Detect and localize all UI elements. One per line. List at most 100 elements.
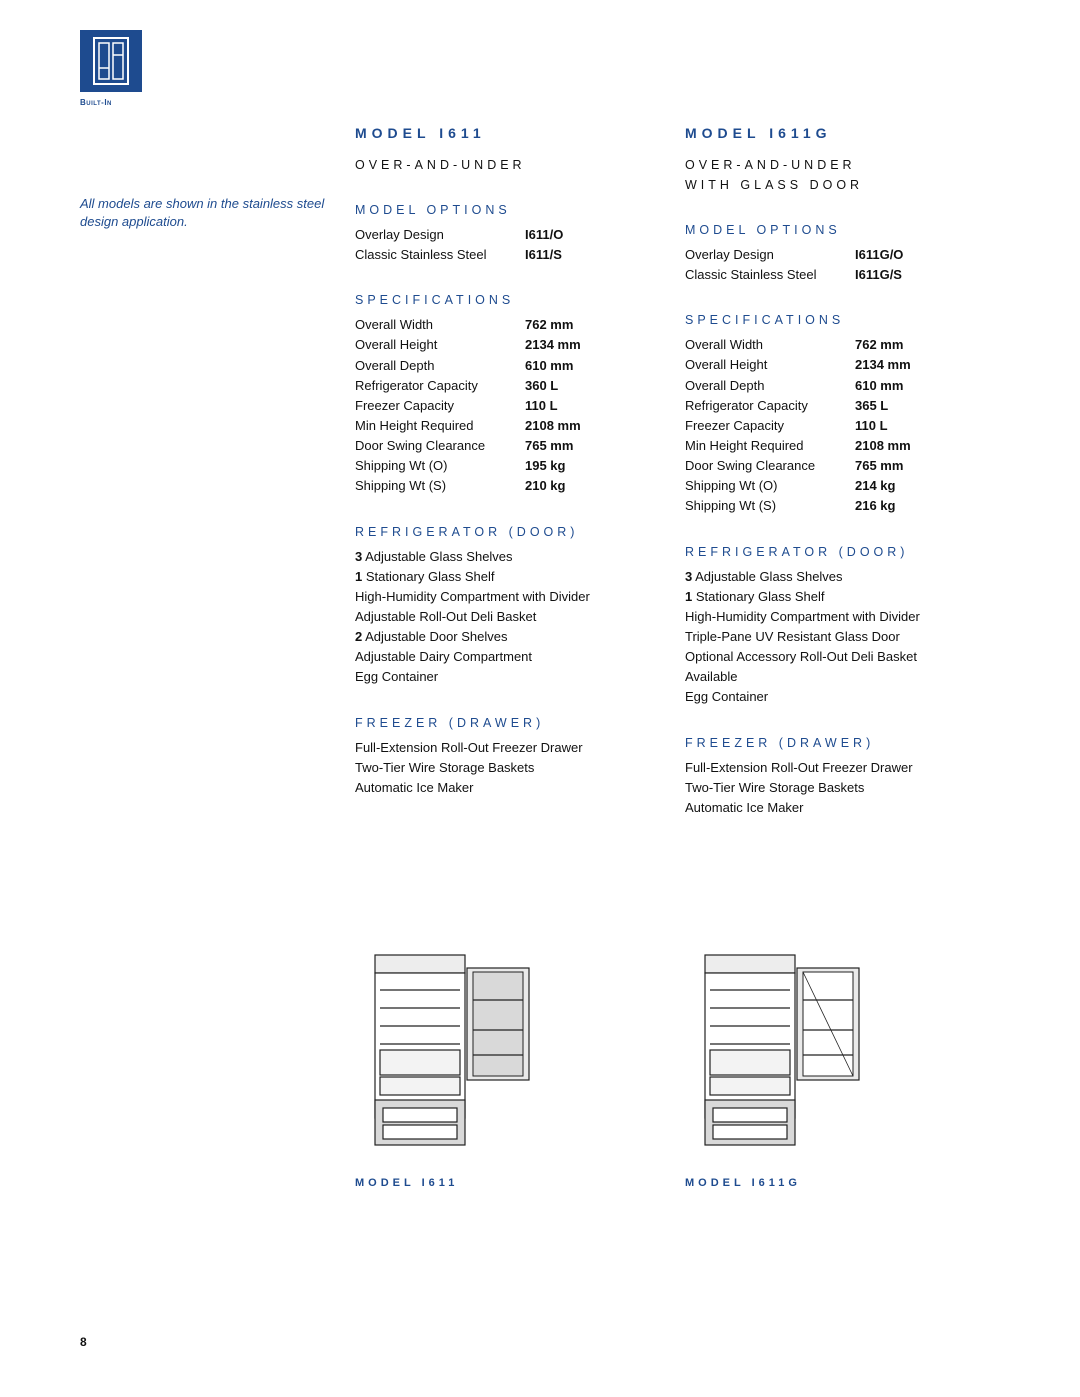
spec-row: Shipping Wt (S)210 kg bbox=[355, 476, 635, 496]
feature-item: High-Humidity Compartment with Divider bbox=[685, 607, 965, 627]
page: Built-In All models are shown in the sta… bbox=[0, 0, 1080, 1397]
spec-row: Shipping Wt (O)214 kg bbox=[685, 476, 965, 496]
feature-item: Triple-Pane UV Resistant Glass Door bbox=[685, 627, 965, 647]
option-value: I611/S bbox=[525, 245, 562, 265]
illustrations-row: MODEL I611 MODEL I611G bbox=[355, 950, 965, 1189]
feature-item: Adjustable Dairy Compartment bbox=[355, 647, 635, 667]
option-value: I611/O bbox=[525, 225, 563, 245]
feature-item: Full-Extension Roll-Out Freezer Drawer bbox=[685, 758, 965, 778]
spec-label: Freezer Capacity bbox=[355, 396, 525, 416]
spec-value: 762 mm bbox=[855, 335, 903, 355]
spec-label: Overall Depth bbox=[355, 356, 525, 376]
spec-label: Shipping Wt (O) bbox=[685, 476, 855, 496]
spec-row: Refrigerator Capacity360 L bbox=[355, 376, 635, 396]
feature-item: Two-Tier Wire Storage Baskets bbox=[685, 778, 965, 798]
spec-row: Overall Width762 mm bbox=[355, 315, 635, 335]
spec-label: Overall Depth bbox=[685, 376, 855, 396]
spec-row: Refrigerator Capacity365 L bbox=[685, 396, 965, 416]
feature-item: Automatic Ice Maker bbox=[685, 798, 965, 818]
spec-value: 2108 mm bbox=[525, 416, 581, 436]
spec-row: Shipping Wt (O)195 kg bbox=[355, 456, 635, 476]
spec-row: Freezer Capacity110 L bbox=[355, 396, 635, 416]
spec-value: 110 L bbox=[855, 416, 888, 436]
feature-item: Automatic Ice Maker bbox=[355, 778, 635, 798]
spec-columns: MODEL I611 OVER-AND-UNDER MODEL OPTIONS Ove… bbox=[355, 125, 965, 818]
option-label: Overlay Design bbox=[355, 225, 525, 245]
spec-value: 365 L bbox=[855, 396, 888, 416]
section-head-fridge: REFRIGERATOR (DOOR) bbox=[685, 545, 965, 559]
option-row: Overlay DesignI611G/O bbox=[685, 245, 965, 265]
spec-label: Refrigerator Capacity bbox=[355, 376, 525, 396]
spec-label: Door Swing Clearance bbox=[685, 456, 855, 476]
feature-item: Adjustable Roll-Out Deli Basket bbox=[355, 607, 635, 627]
illustration: MODEL I611 bbox=[355, 950, 635, 1189]
option-label: Overlay Design bbox=[685, 245, 855, 265]
spec-value: 762 mm bbox=[525, 315, 573, 335]
spec-label: Overall Width bbox=[685, 335, 855, 355]
spec-value: 2134 mm bbox=[525, 335, 581, 355]
fridge-list: 3 Adjustable Glass Shelves1 Stationary G… bbox=[355, 547, 635, 688]
spec-label: Freezer Capacity bbox=[685, 416, 855, 436]
spec-label: Overall Height bbox=[355, 335, 525, 355]
freezer-list: Full-Extension Roll-Out Freezer DrawerTw… bbox=[685, 758, 965, 818]
spec-value: 214 kg bbox=[855, 476, 895, 496]
freezer-list: Full-Extension Roll-Out Freezer DrawerTw… bbox=[355, 738, 635, 798]
option-row: Overlay DesignI611/O bbox=[355, 225, 635, 245]
spec-row: Shipping Wt (S)216 kg bbox=[685, 496, 965, 516]
logo-label: Built-In bbox=[80, 98, 1010, 107]
spec-row: Freezer Capacity110 L bbox=[685, 416, 965, 436]
spec-row: Overall Depth610 mm bbox=[685, 376, 965, 396]
spec-row: Overall Height2134 mm bbox=[685, 355, 965, 375]
feature-item: Two-Tier Wire Storage Baskets bbox=[355, 758, 635, 778]
spec-column: MODEL I611 OVER-AND-UNDER MODEL OPTIONS Ove… bbox=[355, 125, 635, 818]
spec-row: Door Swing Clearance765 mm bbox=[355, 436, 635, 456]
option-label: Classic Stainless Steel bbox=[685, 265, 855, 285]
spec-row: Door Swing Clearance765 mm bbox=[685, 456, 965, 476]
spec-value: 210 kg bbox=[525, 476, 565, 496]
feature-item: High-Humidity Compartment with Divider bbox=[355, 587, 635, 607]
spec-value: 360 L bbox=[525, 376, 558, 396]
model-subtitle: OVER-AND-UNDERWITH GLASS DOOR bbox=[685, 155, 965, 195]
spec-label: Refrigerator Capacity bbox=[685, 396, 855, 416]
spec-value: 765 mm bbox=[525, 436, 573, 456]
feature-item: Egg Container bbox=[355, 667, 635, 687]
section-head-model-options: MODEL OPTIONS bbox=[685, 223, 965, 237]
spec-value: 2108 mm bbox=[855, 436, 911, 456]
feature-item: Full-Extension Roll-Out Freezer Drawer bbox=[355, 738, 635, 758]
spec-value: 610 mm bbox=[525, 356, 573, 376]
feature-item: 3 Adjustable Glass Shelves bbox=[685, 567, 965, 587]
model-subtitle: OVER-AND-UNDER bbox=[355, 155, 635, 175]
feature-item: 1 Stationary Glass Shelf bbox=[685, 587, 965, 607]
model-title: MODEL I611 bbox=[355, 125, 635, 141]
fridge-list: 3 Adjustable Glass Shelves1 Stationary G… bbox=[685, 567, 965, 708]
sidenote: All models are shown in the stainless st… bbox=[80, 195, 330, 230]
illustration: MODEL I611G bbox=[685, 950, 965, 1189]
section-head-freezer: FREEZER (DRAWER) bbox=[355, 716, 635, 730]
model-title: MODEL I611G bbox=[685, 125, 965, 141]
spec-value: 765 mm bbox=[855, 456, 903, 476]
option-label: Classic Stainless Steel bbox=[355, 245, 525, 265]
spec-row: Overall Height2134 mm bbox=[355, 335, 635, 355]
spec-label: Overall Width bbox=[355, 315, 525, 335]
spec-value: 110 L bbox=[525, 396, 558, 416]
page-number: 8 bbox=[80, 1335, 87, 1349]
spec-label: Shipping Wt (O) bbox=[355, 456, 525, 476]
feature-item: 3 Adjustable Glass Shelves bbox=[355, 547, 635, 567]
spec-column: MODEL I611G OVER-AND-UNDERWITH GLASS DOOR… bbox=[685, 125, 965, 818]
spec-row: Min Height Required2108 mm bbox=[355, 416, 635, 436]
section-head-fridge: REFRIGERATOR (DOOR) bbox=[355, 525, 635, 539]
spec-label: Min Height Required bbox=[355, 416, 525, 436]
spec-label: Min Height Required bbox=[685, 436, 855, 456]
spec-label: Door Swing Clearance bbox=[355, 436, 525, 456]
illustration-caption: MODEL I611 bbox=[355, 1177, 635, 1189]
spec-label: Shipping Wt (S) bbox=[685, 496, 855, 516]
illustration-caption: MODEL I611G bbox=[685, 1177, 965, 1189]
spec-value: 195 kg bbox=[525, 456, 565, 476]
section-head-freezer: FREEZER (DRAWER) bbox=[685, 736, 965, 750]
section-head-specs: SPECIFICATIONS bbox=[355, 293, 635, 307]
section-head-model-options: MODEL OPTIONS bbox=[355, 203, 635, 217]
option-row: Classic Stainless SteelI611G/S bbox=[685, 265, 965, 285]
spec-label: Overall Height bbox=[685, 355, 855, 375]
option-row: Classic Stainless SteelI611/S bbox=[355, 245, 635, 265]
option-value: I611G/O bbox=[855, 245, 903, 265]
